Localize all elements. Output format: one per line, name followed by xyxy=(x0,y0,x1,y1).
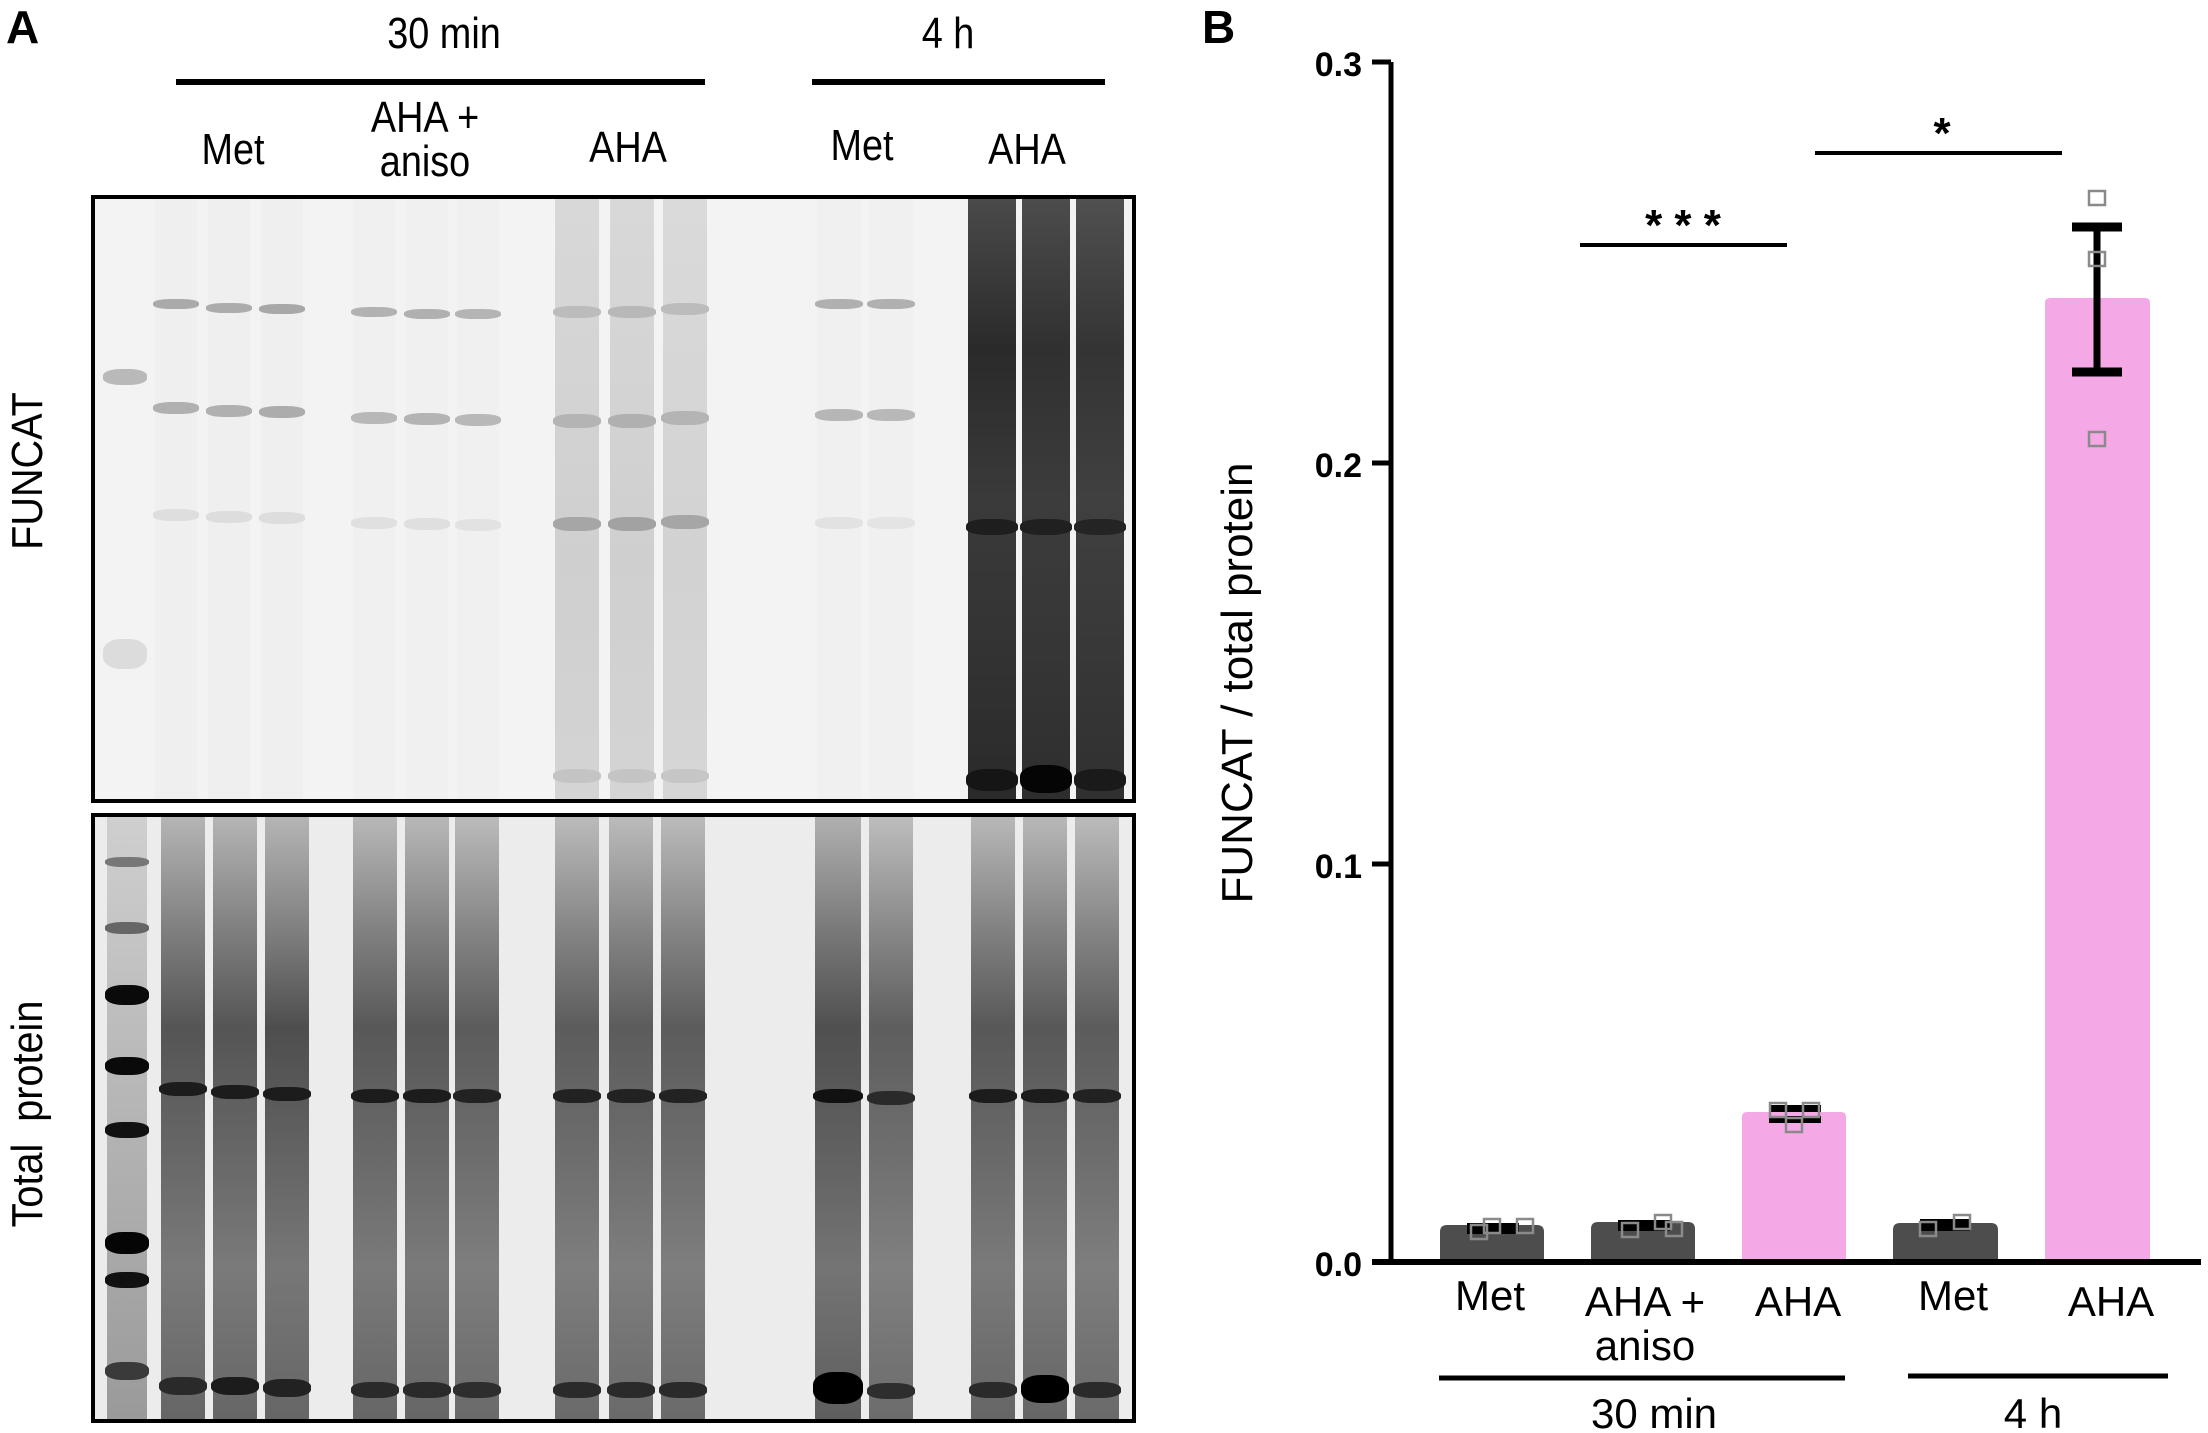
bar-aha-4h xyxy=(2045,298,2150,1262)
condition-label-met-30min: Met xyxy=(201,125,265,174)
group-label-4h: 4 h xyxy=(2004,1390,2062,1433)
x-label-met-4h: Met xyxy=(1918,1272,1988,1319)
condition-label-aha-aniso-line1: AHA + xyxy=(370,93,480,142)
y-tick-label-3: 0.3 xyxy=(1315,46,1362,84)
lane xyxy=(608,199,656,799)
lane xyxy=(404,199,450,799)
group-label-30min: 30 min xyxy=(1591,1390,1717,1433)
total-protein-blot-image xyxy=(91,813,1136,1423)
x-label-aha-aniso-line2: aniso xyxy=(1595,1322,1695,1369)
condition-label-met-4h: Met xyxy=(830,121,894,170)
condition-label-aha-4h: AHA xyxy=(988,125,1066,174)
y-tick-label-2: 0.2 xyxy=(1315,447,1362,485)
lane xyxy=(259,199,305,799)
lane xyxy=(351,199,397,799)
group-label-4h: 4 h xyxy=(921,9,975,58)
lane xyxy=(966,199,1018,799)
x-label-aha-4h: AHA xyxy=(2068,1278,2154,1325)
lane xyxy=(1020,199,1072,799)
group-line-4h xyxy=(812,79,1105,85)
funcat-blot-image xyxy=(91,195,1136,803)
x-labels: Met AHA + aniso AHA Met AHA xyxy=(1455,1272,2154,1369)
group-label-30min: 30 min xyxy=(387,9,501,58)
x-label-aha-aniso-line1: AHA + xyxy=(1585,1278,1705,1325)
y-tick-label-0: 0.0 xyxy=(1315,1246,1362,1284)
lane xyxy=(153,199,199,799)
lane xyxy=(1074,199,1126,799)
ladder-lane xyxy=(103,199,147,799)
x-label-met-30min: Met xyxy=(1455,1272,1525,1319)
data-points xyxy=(1469,189,2107,1241)
y-axis-label: FUNCAT / total protein xyxy=(1213,463,1262,904)
panel-a-letter: A xyxy=(6,1,40,53)
panel-b-letter: B xyxy=(1202,1,1236,53)
lane xyxy=(206,199,252,799)
x-label-aha-30min: AHA xyxy=(1755,1278,1841,1325)
lane xyxy=(815,199,863,799)
condition-label-aha-aniso-line2: aniso xyxy=(379,137,471,186)
lane xyxy=(553,199,601,799)
bar-aha-30min xyxy=(1742,1112,1846,1262)
ladder-lane xyxy=(105,817,149,1419)
bar-aha-aniso-30min xyxy=(1591,1222,1695,1262)
lane xyxy=(661,199,709,799)
lane xyxy=(455,199,501,799)
y-tick-label-1: 0.1 xyxy=(1315,848,1362,886)
condition-label-aha-30min: AHA xyxy=(589,123,667,172)
error-bars xyxy=(1467,222,2122,1234)
group-line-30min xyxy=(176,79,705,85)
lane xyxy=(867,199,915,799)
significance-stars-2: * xyxy=(1933,109,1951,158)
significance-stars-1: * * * xyxy=(1645,201,1722,250)
